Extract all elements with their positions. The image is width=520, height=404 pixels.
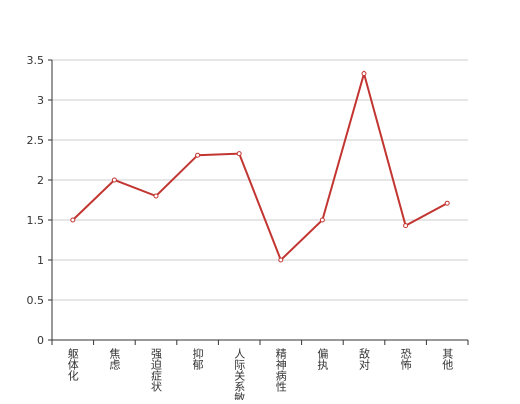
x-tick-label: 强迫症状 (150, 348, 163, 392)
point (111, 177, 117, 183)
y-tick-label: 3.5 (27, 54, 45, 67)
x-tick-label: 恐怖 (399, 348, 412, 370)
point (153, 193, 159, 199)
x-tick-label: 焦虑 (108, 348, 121, 370)
y-tick-label: 2 (37, 174, 44, 187)
x-tick-label: 其他 (441, 348, 454, 370)
point (70, 217, 76, 223)
y-tick-label: 2.5 (27, 134, 45, 147)
x-tick-label: 偏执 (316, 347, 329, 371)
point (403, 223, 409, 229)
line (72, 69, 448, 262)
point (236, 151, 242, 157)
x-tick-label: 躯体化 (66, 348, 79, 382)
y-tick-label: 0 (37, 334, 44, 347)
x-tick-label: 精神病性 (274, 348, 287, 393)
y-tick-label: 0.5 (27, 294, 45, 307)
x-tick-label: 抑郁 (191, 347, 204, 370)
point (444, 200, 450, 206)
y-tick-label: 1 (37, 254, 44, 267)
point (319, 217, 325, 223)
point (195, 152, 201, 158)
point (361, 71, 367, 77)
y-tick-label: 3 (37, 94, 44, 107)
y-tick-label: 1.5 (27, 214, 45, 227)
point (278, 257, 284, 263)
x-tick-label: 敌对 (358, 347, 371, 370)
x-tick-label: 人际关系敏感 (233, 348, 246, 400)
